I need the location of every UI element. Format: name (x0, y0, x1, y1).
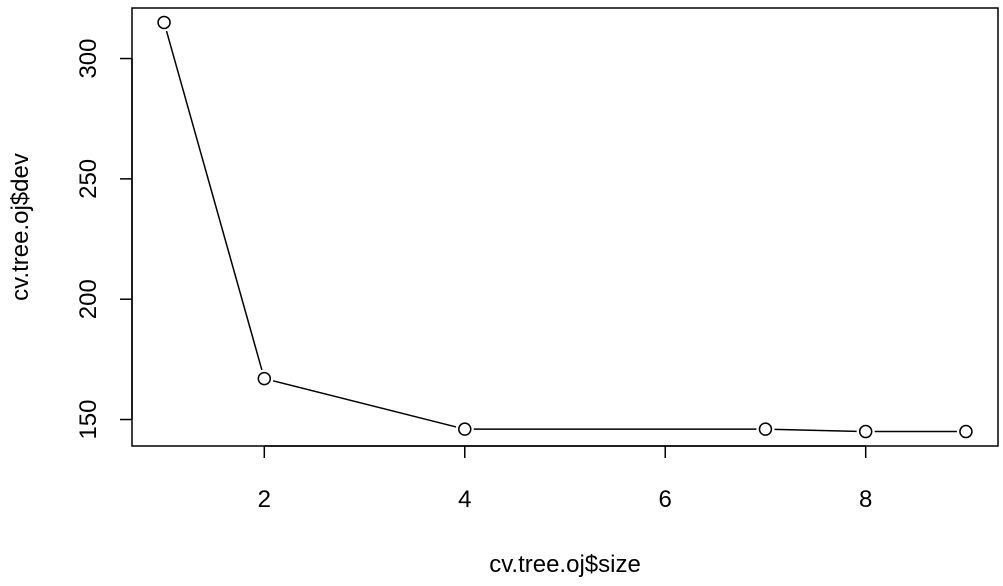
data-point (959, 424, 973, 439)
series-line-segment (272, 380, 457, 428)
data-point (157, 15, 171, 30)
data-point (458, 422, 472, 436)
y-axis-title: cv.tree.oj$dev (7, 153, 34, 301)
data-point (858, 424, 873, 439)
y-tick-label: 250 (75, 159, 102, 199)
y-tick-label: 150 (75, 400, 102, 440)
x-axis: 2 4 6 8 (258, 445, 872, 513)
series-layer (157, 15, 973, 439)
x-tick-label: 2 (258, 486, 271, 513)
y-axis: 150 200 250 300 (75, 39, 133, 440)
data-point (257, 371, 272, 386)
x-tick-label: 8 (859, 486, 872, 513)
y-tick-label: 200 (75, 279, 102, 319)
y-tick-label: 300 (75, 39, 102, 79)
series-line-segment (165, 30, 263, 371)
series-line-segment (774, 428, 857, 433)
x-tick-label: 4 (458, 486, 471, 513)
data-point (758, 422, 773, 436)
x-tick-label: 6 (659, 486, 672, 513)
x-axis-title: cv.tree.oj$size (489, 551, 641, 578)
